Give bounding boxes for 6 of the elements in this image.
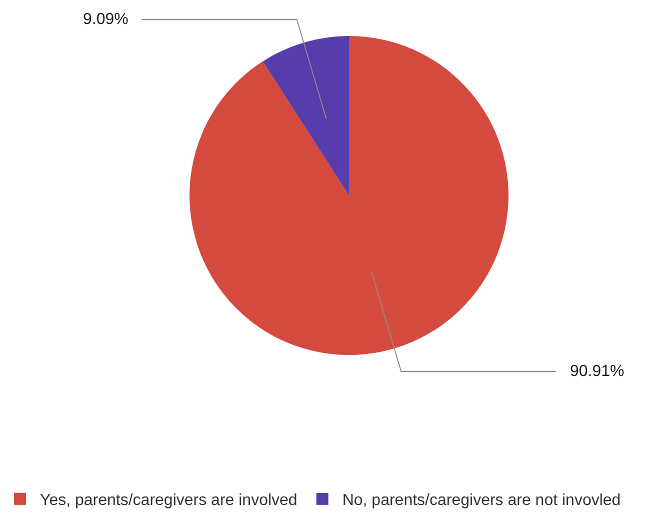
data-label: 90.91% bbox=[570, 363, 624, 380]
pie-slice bbox=[262, 36, 349, 196]
legend-label: Yes, parents/caregivers are involved bbox=[40, 492, 298, 510]
legend-label: No, parents/caregivers are not invovled bbox=[342, 492, 621, 510]
pie-slice bbox=[190, 36, 508, 355]
data-label: 9.09% bbox=[83, 11, 128, 28]
